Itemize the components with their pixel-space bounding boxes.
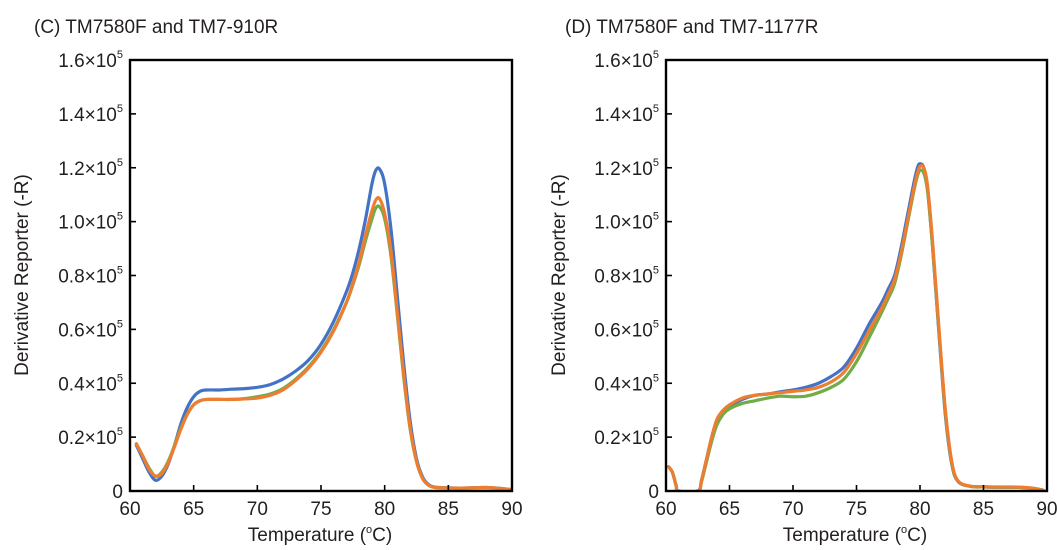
panel-c-x-tick-label: 70 (247, 499, 268, 520)
panel-c-x-tick-label: 80 (374, 499, 395, 520)
panel-c-series-group (134, 166, 512, 491)
panel-c-y-tick-label: 1.2×105 (58, 157, 123, 180)
panel-c-plot-frame (128, 58, 514, 493)
panel-d-series-line-3 (666, 163, 1045, 491)
panel-c-y-tick-label: 0.2×105 (58, 426, 123, 449)
panel-d-title: (D) TM7580F and TM7-1177R (565, 17, 818, 38)
panel-c-ticks-group: 60 65 70 75 80 85 90 0 0.2×105 0.4×105 0.6×105 0.8×… (58, 49, 522, 520)
panel-d-x-tick-label: 90 (1036, 499, 1057, 520)
panel-c: (C) TM7580F and TM7-910R Derivative Repo… (12, 17, 523, 546)
panel-d-x-tick-label: 60 (655, 499, 676, 520)
panel-d-series-line-2 (666, 168, 1045, 491)
panel-d-series-line-1 (666, 162, 1045, 491)
panel-d-x-tick-label: 70 (782, 499, 803, 520)
panel-d-x-tick-label: 85 (973, 499, 994, 520)
panel-d-y-tick-label: 0.4×105 (594, 372, 659, 395)
panel-c-y-tick-label: 0.4×105 (58, 372, 123, 395)
panel-d-y-tick-label: 0.2×105 (594, 426, 659, 449)
panel-d-series-group (666, 162, 1045, 491)
panel-d-ticks-group: 60 65 70 75 80 85 90 0 0.2×105 0.4×105 0.6×105 0.8×… (594, 49, 1057, 520)
panel-c-x-axis-label: Temperature (oC) (248, 524, 392, 546)
panel-c-y-tick-label: 0.6×105 (58, 318, 123, 341)
panel-c-title: (C) TM7580F and TM7-910R (34, 17, 278, 38)
panel-c-x-tick-label: 90 (501, 499, 522, 520)
panel-c-x-tick-label: 60 (119, 499, 140, 520)
panel-c-y-tick-label: 1.4×105 (58, 103, 123, 126)
panel-c-x-tick-label: 85 (438, 499, 459, 520)
panel-d-y-axis-label: Derivative Reporter (-R) (549, 174, 570, 376)
panel-d-plot-frame (664, 58, 1049, 493)
panel-d-y-tick-label: 0.8×105 (594, 265, 659, 288)
panel-d-x-tick-label: 65 (719, 499, 740, 520)
panel-d-x-tick-label: 75 (846, 499, 867, 520)
panel-d-y-tick-label: 1.2×105 (594, 157, 659, 180)
panel-d-y-tick-label: 1.0×105 (594, 211, 659, 234)
panel-c-y-tick-label: 1.6×105 (58, 49, 123, 72)
panel-c-y-tick-label: 0 (112, 482, 123, 503)
panel-d-y-tick-label: 1.6×105 (594, 49, 659, 72)
panel-d: (D) TM7580F and TM7-1177R Derivative Rep… (549, 17, 1057, 546)
panel-c-y-tick-label: 0.8×105 (58, 265, 123, 288)
panel-c-y-tick-label: 1.0×105 (58, 211, 123, 234)
panel-d-y-tick-label: 1.4×105 (594, 103, 659, 126)
panel-c-x-tick-label: 75 (310, 499, 331, 520)
panel-d-x-tick-label: 80 (909, 499, 930, 520)
panel-c-series-line-3 (134, 196, 512, 491)
panel-c-series-line-1 (134, 166, 512, 491)
panel-d-y-tick-label: 0 (648, 482, 659, 503)
panel-d-y-tick-label: 0.6×105 (594, 318, 659, 341)
panel-c-y-axis-label: Derivative Reporter (-R) (12, 174, 33, 376)
panel-d-x-axis-label: Temperature (oC) (783, 524, 927, 546)
panel-c-x-tick-label: 65 (183, 499, 204, 520)
